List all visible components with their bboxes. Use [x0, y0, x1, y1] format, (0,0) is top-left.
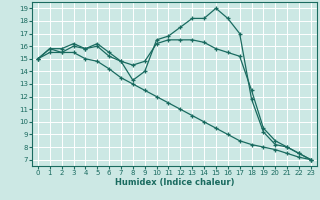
X-axis label: Humidex (Indice chaleur): Humidex (Indice chaleur) [115, 178, 234, 187]
